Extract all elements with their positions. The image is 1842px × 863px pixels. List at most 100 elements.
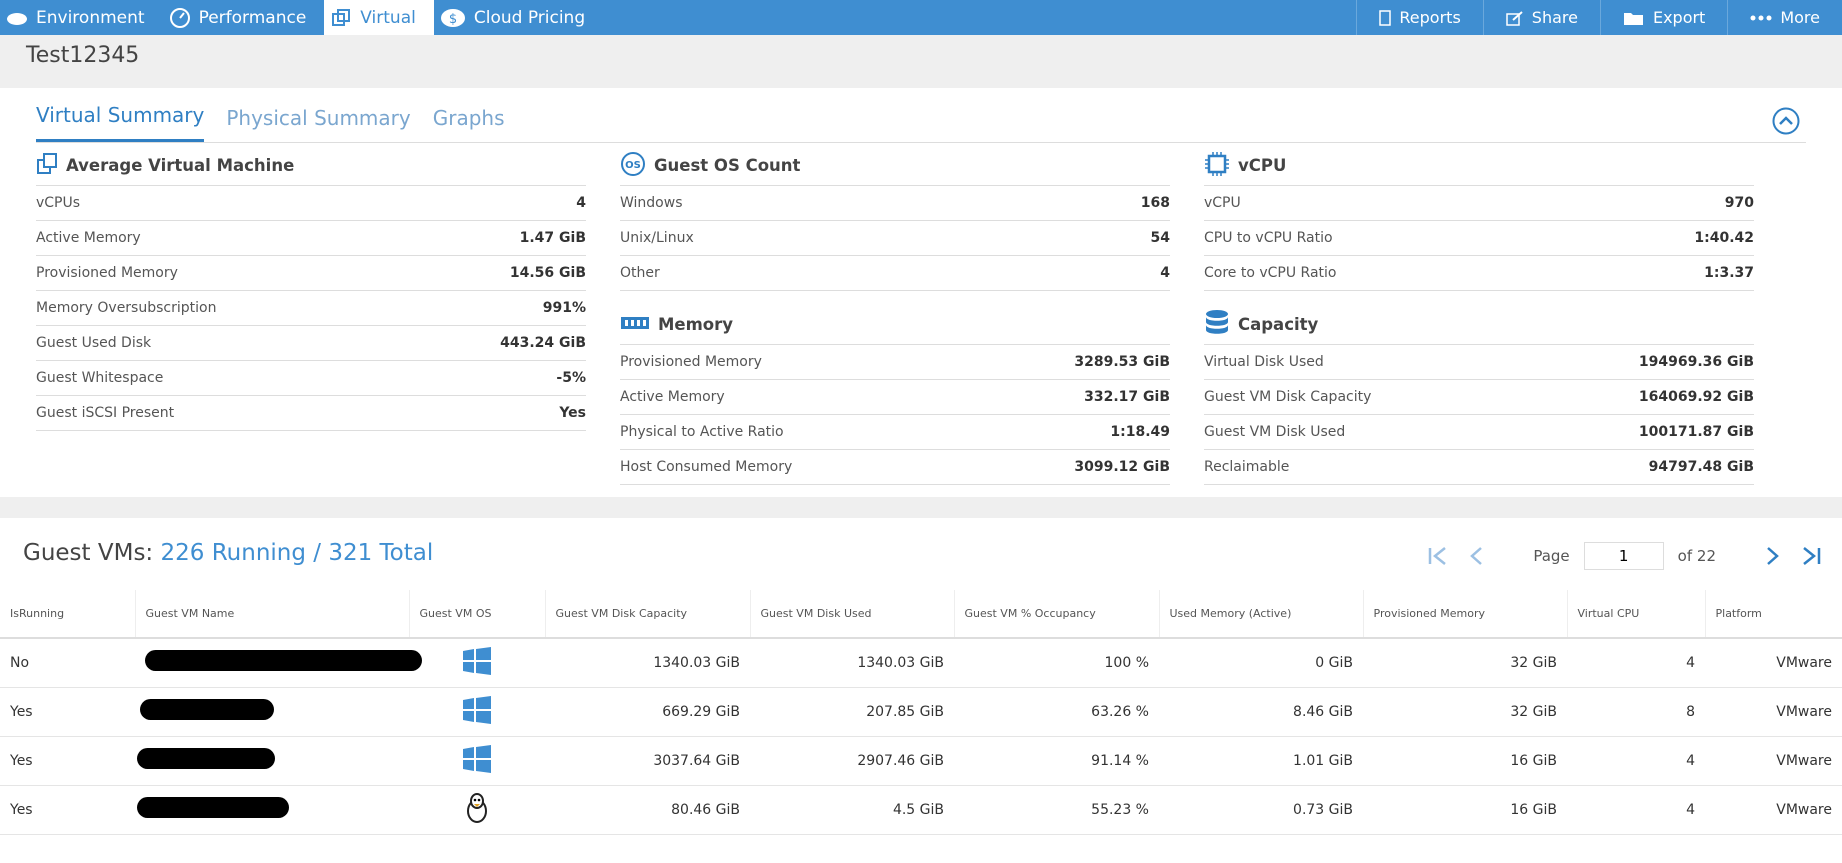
action-label: More	[1780, 8, 1820, 27]
column-header: Virtual CPU	[1567, 590, 1706, 639]
nav-tab-label: Environment	[36, 7, 145, 28]
action-label: Export	[1652, 8, 1706, 27]
icon	[1750, 15, 1772, 20]
column-header: Used Memory (Active)	[1159, 590, 1364, 639]
nav-action[interactable]: Export	[1599, 0, 1727, 35]
summary-tab[interactable]: Physical Summary	[226, 106, 411, 130]
cell: 669.29 GiB	[545, 687, 750, 737]
cell: 2907.46 GiB	[750, 736, 954, 786]
cell-redacted	[135, 736, 409, 786]
cell-redacted	[135, 638, 422, 688]
panel-icon	[36, 152, 58, 180]
column-header: Platform	[1705, 590, 1842, 639]
icon	[37, 152, 57, 174]
panel-icon: OS	[620, 151, 646, 181]
nav-tab[interactable]: Performance	[163, 0, 325, 35]
cell: 207.85 GiB	[750, 687, 954, 737]
cell: 8.46 GiB	[1159, 687, 1363, 737]
row-value: 991%	[542, 300, 586, 316]
pager-total: of 22	[1677, 547, 1716, 565]
row-value: 100171.87 GiB	[1638, 424, 1754, 440]
panel-row: Guest iSCSI Present Yes	[36, 396, 586, 431]
row-value: 94797.48 GiB	[1648, 459, 1754, 475]
nav-tab-label: Cloud Pricing	[473, 7, 586, 28]
panel-row: Host Consumed Memory 3099.12 GiB	[620, 450, 1170, 485]
icon	[1205, 151, 1229, 176]
row-label: Guest VM Disk Used	[1204, 424, 1346, 440]
row-value: 164069.92 GiB	[1638, 389, 1754, 405]
row-value: Yes	[559, 405, 586, 421]
cell: 63.26 %	[954, 687, 1159, 737]
cell: VMware	[1705, 785, 1842, 835]
collapse-button[interactable]	[1771, 106, 1801, 136]
panel-row: vCPU 970	[1204, 186, 1754, 221]
svg-text:$: $	[449, 12, 457, 27]
prev-page[interactable]	[1465, 546, 1489, 566]
table-row: No 1340.03 GiB 1340.03 GiB 100 % 0 GiB 32 GiB…	[0, 638, 1842, 688]
table-row: Yes 669.29 GiB 207.85 GiB 63.26 % 8.46 GiB 32…	[0, 687, 1842, 737]
page-input[interactable]	[1583, 542, 1664, 570]
row-label: Guest Whitespace	[36, 370, 164, 386]
action-label: Share	[1531, 8, 1578, 27]
next-page[interactable]	[1760, 546, 1784, 566]
panel-row: Memory Oversubscription 991%	[36, 291, 586, 326]
nav-action[interactable]: Share	[1482, 0, 1600, 35]
cell: 1340.03 GiB	[750, 638, 954, 688]
cell-os	[409, 638, 545, 688]
row-value: 4	[1160, 265, 1170, 281]
action-label: Reports	[1399, 8, 1461, 27]
cell: 91.14 %	[954, 736, 1159, 786]
cell: 8	[1567, 687, 1705, 737]
summary-tab[interactable]: Graphs	[432, 106, 505, 130]
cell: 3037.64 GiB	[545, 736, 750, 786]
os-icon	[467, 792, 487, 823]
cell: Yes	[0, 785, 135, 835]
panel-row: Reclaimable 94797.48 GiB	[1204, 450, 1754, 485]
nav-action[interactable]: More	[1727, 0, 1842, 35]
column-header: Guest VM OS	[409, 590, 546, 639]
panel-row: Physical to Active Ratio 1:18.49	[620, 415, 1170, 450]
first-page[interactable]	[1427, 546, 1451, 566]
last-page[interactable]	[1798, 546, 1822, 566]
cell: VMware	[1705, 736, 1842, 786]
nav-tab[interactable]: $ Cloud Pricing	[434, 0, 603, 35]
row-value: 1.47 GiB	[519, 230, 586, 246]
row-label: vCPUs	[36, 195, 81, 211]
panel-icon	[620, 314, 650, 336]
icon	[7, 12, 27, 25]
panel-header: Average Virtual Machine	[36, 146, 586, 186]
panel-header: Capacity	[1204, 305, 1754, 345]
row-label: Provisioned Memory	[36, 265, 178, 281]
column-header: Provisioned Memory	[1363, 590, 1568, 639]
panel-row: Provisioned Memory 14.56 GiB	[36, 256, 586, 291]
cell-redacted	[135, 687, 409, 737]
row-value: 1:40.42	[1694, 230, 1754, 246]
summary-tab[interactable]: Virtual Summary	[36, 103, 205, 142]
nav-action[interactable]: Reports	[1356, 0, 1482, 35]
panel-row: Guest VM Disk Used 100171.87 GiB	[1204, 415, 1754, 450]
cell: 4	[1567, 736, 1705, 786]
nav-tab[interactable]: Environment	[0, 0, 163, 35]
column: OS Guest OS Count Windows 168 Unix/Linux 54 Ot…	[620, 146, 1170, 485]
table-row: Yes 3037.64 GiB 2907.46 GiB 91.14 % 1.01 GiB…	[0, 736, 1842, 786]
cell: 1340.03 GiB	[545, 638, 750, 688]
icon	[332, 8, 351, 26]
table-row: Yes 80.46 GiB 4.5 GiB 55.23 % 0.73 GiB 16 GiB…	[0, 785, 1842, 835]
row-label: Guest VM Disk Capacity	[1204, 389, 1372, 405]
icon	[1379, 9, 1392, 26]
icon: OS	[621, 151, 645, 176]
cell: 100 %	[954, 638, 1159, 688]
panel-header: Memory	[620, 305, 1170, 345]
row-label: Guest Used Disk	[36, 335, 152, 351]
cell: 1.01 GiB	[1159, 736, 1363, 786]
row-value: 3289.53 GiB	[1074, 354, 1170, 370]
nav-tab-active[interactable]: Virtual	[324, 0, 434, 35]
column: vCPU vCPU 970 CPU to vCPU Ratio 1:40.42 Core …	[1204, 146, 1754, 485]
panel-row: Active Memory 1.47 GiB	[36, 221, 586, 256]
cell: 32 GiB	[1363, 638, 1567, 688]
cell: 16 GiB	[1363, 736, 1567, 786]
column-header: Guest VM Name	[135, 590, 410, 639]
icon	[169, 7, 190, 28]
panel-title: vCPU	[1238, 156, 1287, 175]
row-label: Unix/Linux	[620, 230, 694, 246]
